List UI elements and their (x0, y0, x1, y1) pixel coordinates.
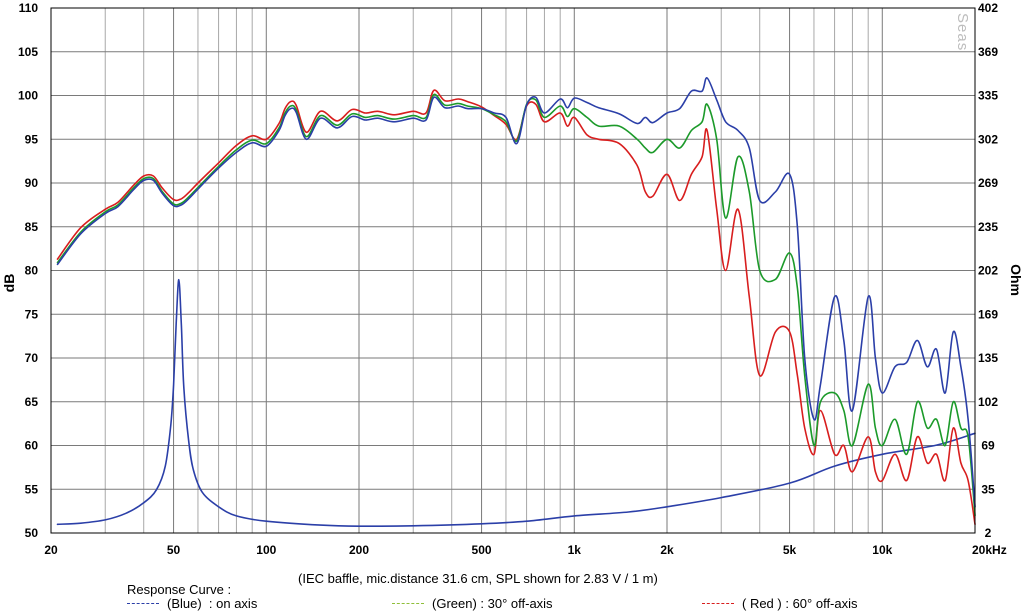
y2-tick-label: 335 (978, 89, 998, 103)
y2-tick-label: 302 (978, 132, 998, 146)
x-tick-label: 10k (872, 543, 892, 557)
x-tick-label: 200 (349, 543, 369, 557)
y-tick-label: 80 (25, 264, 39, 278)
legend-swatch-green (392, 603, 424, 604)
caption-conditions: (IEC baffle, mic.distance 31.6 cm, SPL s… (298, 571, 658, 586)
y-tick-label: 95 (25, 132, 39, 146)
y-tick-label: 65 (25, 395, 39, 409)
x-tick-label: 2k (660, 543, 674, 557)
watermark-logo: Seas (954, 13, 971, 51)
y2-tick-label: 69 (981, 439, 995, 453)
y-tick-label: 60 (25, 439, 39, 453)
series-line-impedance (56, 278, 976, 528)
x-tick-label: 20 (44, 543, 58, 557)
spl-layer (56, 77, 976, 526)
y-tick-label: 110 (19, 1, 39, 15)
y2-tick-label: 235 (978, 220, 998, 234)
y-tick-label: 90 (25, 176, 39, 190)
series-line-red-60deg (56, 89, 976, 526)
y2-tick-label: 102 (978, 395, 998, 409)
y-tick-label: 50 (25, 526, 39, 540)
y-tick-label: 100 (18, 89, 38, 103)
y-tick-label: 55 (25, 482, 39, 496)
legend-item-green: (Green) : 30° off-axis (392, 596, 553, 611)
y2-tick-label: 369 (978, 45, 998, 59)
x-tick-label: 100 (256, 543, 276, 557)
y2-tick-label: 402 (978, 1, 998, 15)
legend-label-green: (Green) : 30° off-axis (432, 596, 553, 611)
caption-heading: Response Curve : (127, 582, 232, 597)
legend-label-blue: (Blue) : on axis (167, 596, 258, 611)
legend-swatch-blue (127, 603, 159, 604)
x-tick-label: 1k (568, 543, 582, 557)
impedance-layer (56, 278, 976, 528)
y2-tick-label: 202 (978, 264, 998, 278)
y-tick-label: 75 (25, 307, 39, 321)
y-tick-label: 70 (25, 351, 39, 365)
x-tick-label: 50 (167, 543, 181, 557)
series-line-green-30deg (56, 93, 976, 517)
legend-swatch-red (702, 603, 734, 604)
y2-tick-label: 169 (978, 307, 998, 321)
y-tick-label: 85 (25, 220, 39, 234)
y2-tick-label: 135 (978, 351, 998, 365)
x-tick-label: 5k (783, 543, 797, 557)
legend-label-red: ( Red ) : 60° off-axis (742, 596, 858, 611)
y-tick-label: 105 (18, 45, 38, 59)
legend-item-red: ( Red ) : 60° off-axis (702, 596, 858, 611)
legend-item-blue: (Blue) : on axis (127, 596, 257, 611)
y2-axis-title: Ohm (1008, 264, 1024, 296)
y-tick-labels: 50 55 60 65 70 75 80 85 90 95 100 105 110 (18, 1, 38, 540)
y-axis-title: dB (1, 274, 17, 293)
y2-tick-label: 269 (978, 176, 998, 190)
x-tick-labels: 20 50 100 200 500 1k 2k 5k 10k 20kHz (44, 543, 1006, 557)
y2-tick-label: 35 (981, 482, 995, 496)
plot-frame (50, 7, 976, 534)
y2-tick-label: 2 (985, 526, 992, 540)
grid (50, 7, 976, 534)
x-tick-label: 20kHz (972, 543, 1007, 557)
series-line-blue-on-axis (56, 77, 976, 508)
x-tick-label: 500 (472, 543, 492, 557)
